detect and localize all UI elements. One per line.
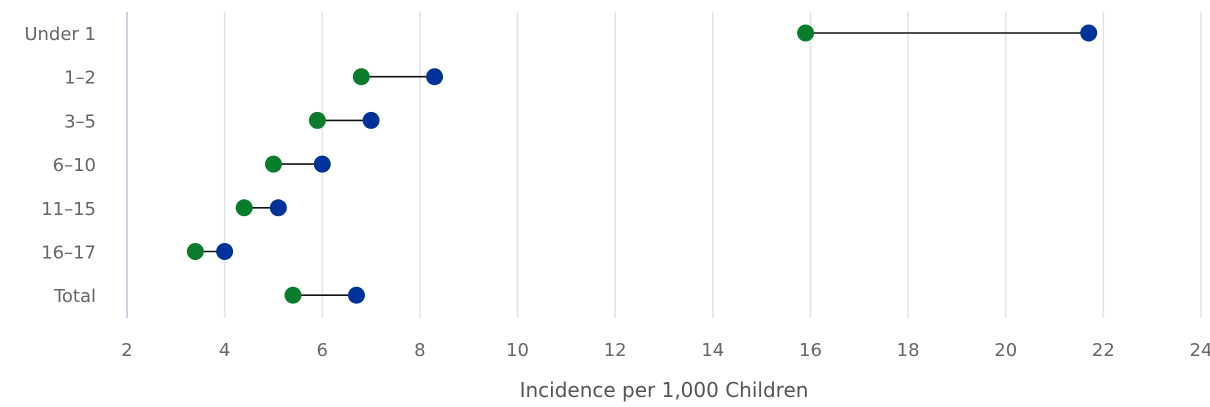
x-tick-label: 10: [506, 340, 529, 361]
x-tick-label: 8: [414, 340, 425, 361]
category-label: 1–2: [64, 68, 96, 89]
x-tick-label: 12: [604, 340, 627, 361]
blue-point: [426, 68, 444, 86]
category-label: Total: [53, 286, 96, 307]
green-point: [264, 155, 282, 173]
category-label: 6–10: [53, 155, 96, 176]
x-tick-label: 6: [317, 340, 328, 361]
category-labels: Under 1 1–2 3–5 6–10 11–15 16–17 Total: [24, 24, 96, 307]
blue-point: [1080, 24, 1098, 42]
x-tick-label: 18: [897, 340, 920, 361]
x-tick-label: 22: [1092, 340, 1115, 361]
category-label: 3–5: [64, 111, 96, 132]
green-point: [284, 286, 302, 304]
blue-point: [362, 111, 380, 129]
x-tick-label: 2: [121, 340, 132, 361]
x-tick-label: 16: [799, 340, 822, 361]
x-tick-label: 14: [701, 340, 724, 361]
x-axis-title: Incidence per 1,000 Children: [520, 378, 809, 402]
blue-point: [269, 199, 287, 217]
green-point: [352, 68, 370, 86]
green-point: [235, 199, 253, 217]
blue-point: [313, 155, 331, 173]
category-label: 16–17: [41, 243, 96, 264]
green-point: [308, 111, 326, 129]
blue-point: [216, 243, 234, 260]
x-tick-labels: 2 4 6 8 10 12 14 16 18 20 22 24: [121, 340, 1210, 361]
x-tick-label: 24: [1190, 340, 1210, 361]
green-point: [186, 243, 204, 260]
green-point: [797, 24, 815, 42]
blue-point: [347, 286, 365, 304]
x-tick-label: 4: [219, 340, 230, 361]
category-label: Under 1: [24, 24, 96, 45]
x-tick-label: 20: [994, 340, 1017, 361]
category-label: 11–15: [41, 199, 96, 220]
grid-lines: [126, 12, 1202, 318]
data-marks: [186, 24, 1098, 304]
